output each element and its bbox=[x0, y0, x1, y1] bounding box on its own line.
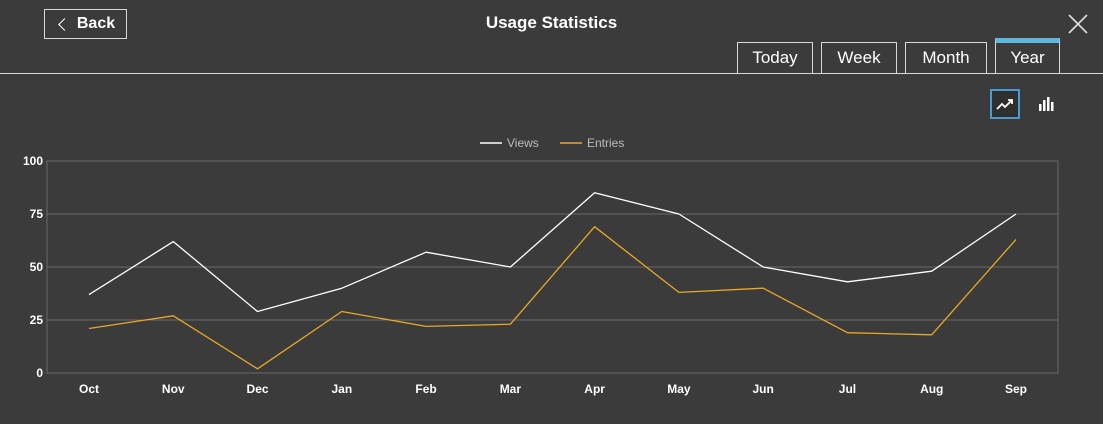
chart-grid bbox=[46, 160, 1059, 374]
legend-label-entries: Entries bbox=[587, 136, 624, 150]
x-tick-label: Apr bbox=[584, 382, 605, 396]
y-tick-label: 50 bbox=[30, 260, 44, 274]
y-tick-label: 75 bbox=[30, 207, 44, 221]
bar-view-button[interactable] bbox=[1031, 89, 1061, 119]
chart-legend: Views Entries bbox=[480, 136, 624, 150]
tab-divider bbox=[0, 73, 1103, 74]
x-tick-label: Feb bbox=[415, 382, 436, 396]
period-tabs: Today Week Month Year bbox=[737, 38, 1060, 73]
tab-year[interactable]: Year bbox=[995, 38, 1060, 73]
x-tick-label: Nov bbox=[162, 382, 185, 396]
x-tick-label: Sep bbox=[1005, 382, 1027, 396]
y-axis-ticks: 0 25 50 75 100 bbox=[23, 154, 43, 380]
x-tick-label: Mar bbox=[500, 382, 522, 396]
tab-today[interactable]: Today bbox=[737, 42, 813, 73]
chart-series bbox=[88, 192, 1017, 370]
series-line-views bbox=[88, 192, 1017, 313]
tab-month[interactable]: Month bbox=[905, 42, 987, 73]
x-tick-label: Oct bbox=[79, 382, 99, 396]
plot-frame bbox=[46, 160, 1059, 374]
back-button[interactable]: Back bbox=[44, 9, 127, 39]
series-line-entries bbox=[88, 226, 1017, 370]
x-tick-label: Jun bbox=[753, 382, 774, 396]
close-icon[interactable] bbox=[1067, 13, 1089, 35]
x-tick-label: Dec bbox=[247, 382, 269, 396]
x-axis-ticks: Oct Nov Dec Jan Feb Mar Apr May Jun Jul Aug Sep bbox=[79, 382, 1027, 396]
x-tick-label: Jul bbox=[839, 382, 856, 396]
y-tick-label: 100 bbox=[23, 154, 43, 168]
line-view-button[interactable] bbox=[990, 89, 1020, 119]
y-tick-label: 0 bbox=[36, 366, 43, 380]
trending-line-icon bbox=[996, 99, 1013, 110]
bar-chart-icon bbox=[1039, 97, 1054, 111]
tab-week[interactable]: Week bbox=[821, 42, 897, 73]
x-tick-label: May bbox=[667, 382, 691, 396]
back-button-label: Back bbox=[76, 15, 116, 32]
legend-label-views: Views bbox=[507, 136, 539, 150]
x-tick-label: Jan bbox=[331, 382, 352, 396]
x-tick-label: Aug bbox=[920, 382, 943, 396]
y-tick-label: 25 bbox=[30, 313, 44, 327]
page-title: Usage Statistics bbox=[485, 13, 618, 32]
